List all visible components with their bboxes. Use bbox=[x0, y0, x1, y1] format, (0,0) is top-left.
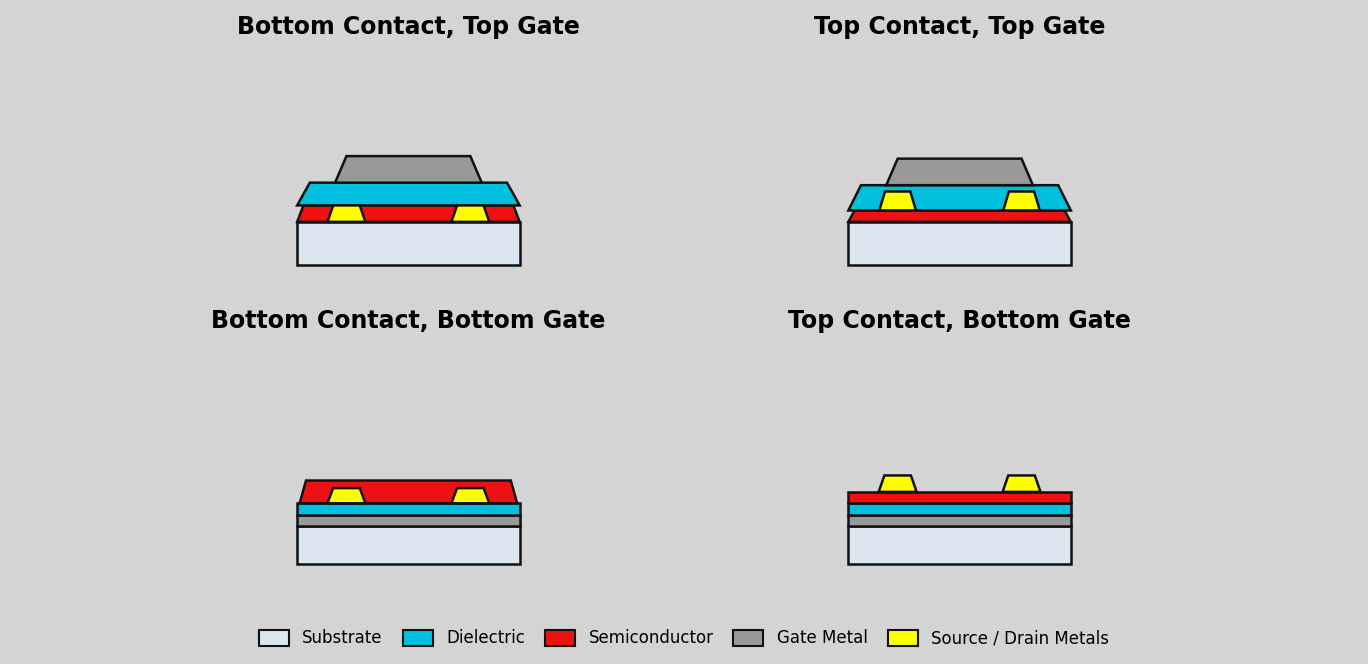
Polygon shape bbox=[297, 222, 520, 265]
Polygon shape bbox=[451, 205, 490, 222]
Polygon shape bbox=[848, 515, 1071, 526]
Polygon shape bbox=[880, 191, 917, 210]
Polygon shape bbox=[848, 503, 1071, 515]
Title: Top Contact, Top Gate: Top Contact, Top Gate bbox=[814, 15, 1105, 39]
Polygon shape bbox=[327, 488, 365, 503]
Polygon shape bbox=[1003, 191, 1040, 210]
Polygon shape bbox=[297, 503, 520, 515]
Polygon shape bbox=[297, 515, 520, 526]
Polygon shape bbox=[327, 205, 365, 222]
Polygon shape bbox=[886, 159, 1033, 185]
Polygon shape bbox=[451, 488, 490, 503]
Title: Bottom Contact, Top Gate: Bottom Contact, Top Gate bbox=[237, 15, 580, 39]
Polygon shape bbox=[848, 185, 1071, 210]
Polygon shape bbox=[848, 492, 1071, 503]
Polygon shape bbox=[878, 475, 917, 492]
Polygon shape bbox=[297, 205, 520, 222]
Polygon shape bbox=[297, 183, 520, 205]
Polygon shape bbox=[848, 222, 1071, 265]
Polygon shape bbox=[297, 526, 520, 564]
Polygon shape bbox=[300, 481, 517, 503]
Legend: Substrate, Dielectric, Semiconductor, Gate Metal, Source / Drain Metals: Substrate, Dielectric, Semiconductor, Ga… bbox=[250, 621, 1118, 655]
Title: Top Contact, Bottom Gate: Top Contact, Bottom Gate bbox=[788, 309, 1131, 333]
Polygon shape bbox=[848, 526, 1071, 564]
Title: Bottom Contact, Bottom Gate: Bottom Contact, Bottom Gate bbox=[211, 309, 606, 333]
Polygon shape bbox=[848, 210, 1071, 222]
Polygon shape bbox=[335, 156, 482, 183]
Polygon shape bbox=[1003, 475, 1041, 492]
